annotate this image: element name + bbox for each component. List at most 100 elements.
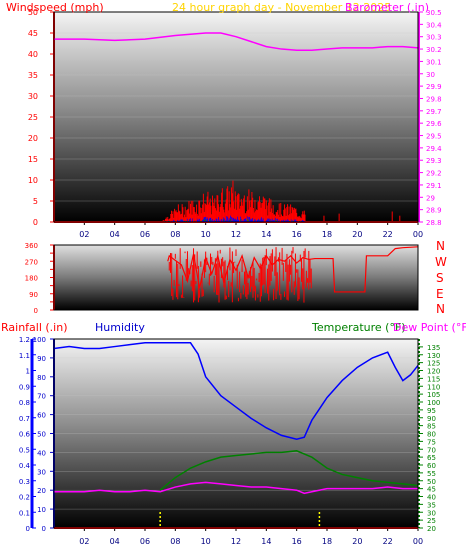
time-tick-label: 14 — [261, 230, 271, 239]
time-tick-label: 18 — [322, 537, 332, 546]
panel-top-frame — [53, 11, 419, 223]
barometer-tick-label: 28.9 — [426, 207, 442, 215]
time-tick-label: 14 — [261, 537, 271, 546]
humidity-axis-label: Humidity — [95, 321, 145, 334]
temperature-tick-label: 50 — [427, 478, 436, 486]
temperature-tick-label: 105 — [427, 391, 440, 399]
time-tick-label: 10 — [201, 537, 211, 546]
barometer-line — [54, 32, 419, 52]
time-tick-label: 18 — [322, 230, 332, 239]
temperature-tick-label: 35 — [427, 501, 436, 509]
rainfall-tick-label: 0.3 — [19, 478, 30, 486]
temperature-tick-label: 55 — [427, 470, 436, 478]
temperature-tick-label: 20 — [427, 525, 436, 533]
rainfall-tick-label: 0 — [26, 525, 30, 533]
dewpoint-line — [54, 481, 418, 495]
rainfall-tick-label: 1.1 — [19, 352, 30, 360]
panel-low-frame — [53, 338, 419, 529]
temperature-tick-label: 120 — [427, 368, 440, 376]
direction-tick-label: 270 — [25, 258, 38, 266]
rainfall-tick-label: 0.8 — [19, 399, 30, 407]
rainfall-tick-label: 0.1 — [19, 509, 30, 517]
humidity-tick-label: 100 — [33, 336, 46, 344]
direction-tick-label: 90 — [29, 291, 38, 299]
direction-tick-label: 180 — [25, 275, 38, 283]
humidity-tick-label: 90 — [37, 355, 46, 363]
time-tick-label: 08 — [170, 230, 180, 239]
wind-tick-label: 35 — [28, 71, 38, 80]
humidity-tick-label: 80 — [37, 374, 46, 382]
temperature-tick-label: 70 — [427, 446, 436, 454]
barometer-tick-label: 29.7 — [426, 108, 442, 116]
humidity-tick-label: 40 — [37, 449, 46, 457]
time-tick-label: 10 — [201, 230, 211, 239]
humidity-tick-label: 20 — [37, 487, 46, 495]
wind-tick-label: 0 — [33, 218, 38, 227]
compass-e: E — [436, 287, 444, 301]
time-tick-label: 22 — [383, 537, 393, 546]
time-tick-label: 16 — [292, 537, 302, 546]
rainfall-tick-label: 0.9 — [19, 383, 30, 391]
temperature-tick-label: 125 — [427, 360, 440, 368]
barometer-tick-label: 28.8 — [426, 219, 442, 227]
humidity-tick-label: 50 — [37, 431, 46, 439]
humidity-tick-label: 30 — [37, 468, 46, 476]
temperature-axis-label: Temperature (°F) — [312, 321, 406, 334]
wind-tick-label: 15 — [28, 155, 38, 164]
compass-s: S — [436, 271, 444, 285]
barometer-tick-label: 30.2 — [426, 46, 442, 54]
time-tick-label: 00 — [413, 537, 423, 546]
barometer-tick-label: 29.6 — [426, 120, 442, 128]
wind-tick-label: 20 — [28, 134, 38, 143]
time-tick-label: 04 — [110, 537, 120, 546]
rainfall-tick-label: 0.2 — [19, 494, 30, 502]
rainfall-tick-label: 0.5 — [19, 446, 30, 454]
wind-tick-label: 45 — [28, 29, 38, 38]
temperature-tick-label: 95 — [427, 407, 436, 415]
barometer-axis-label: Barometer (.in) — [345, 1, 429, 14]
barometer-tick-label: 29.3 — [426, 157, 442, 165]
time-tick-label: 02 — [79, 230, 89, 239]
temperature-tick-label: 30 — [427, 509, 436, 517]
time-tick-label: 20 — [352, 230, 362, 239]
rainfall-tick-label: 0.7 — [19, 415, 30, 423]
barometer-tick-label: 30.5 — [426, 9, 442, 17]
temperature-tick-label: 80 — [427, 431, 436, 439]
barometer-tick-label: 30.4 — [426, 21, 442, 29]
rainfall-axis-label: Rainfall (.in) — [1, 321, 68, 334]
barometer-tick-label: 29.9 — [426, 83, 442, 91]
barometer-tick-label: 29.5 — [426, 133, 442, 141]
time-tick-label: 12 — [231, 230, 241, 239]
windspeed-axis-label: Windspeed (mph) — [6, 1, 104, 14]
wind-tick-label: 30 — [28, 92, 38, 101]
time-tick-label: 06 — [140, 230, 150, 239]
barometer-tick-label: 30 — [426, 71, 435, 79]
dewpoint-axis-label: Dew Point (°F) — [393, 321, 466, 334]
barometer-tick-label: 29 — [426, 194, 435, 202]
chart-title: 24 hour graph day - November 12 2025 — [172, 1, 392, 14]
temperature-tick-label: 65 — [427, 454, 436, 462]
temperature-tick-label: 85 — [427, 423, 436, 431]
rainfall-tick-label: 1.2 — [19, 336, 30, 344]
barometer-tick-label: 29.1 — [426, 182, 442, 190]
barometer-tick-label: 29.4 — [426, 145, 442, 153]
rainfall-tick-label: 0.6 — [19, 431, 31, 439]
temperature-tick-label: 40 — [427, 494, 436, 502]
compass-w: W — [435, 255, 447, 269]
temperature-tick-label: 45 — [427, 486, 436, 494]
temperature-line — [159, 450, 419, 491]
temperature-tick-label: 75 — [427, 438, 436, 446]
compass-n-top: N — [436, 239, 445, 253]
wind-direction-trace — [167, 246, 419, 303]
humidity-tick-label: 60 — [37, 412, 46, 420]
temperature-tick-label: 25 — [427, 517, 436, 525]
time-tick-label: 06 — [140, 537, 150, 546]
wind-tick-label: 25 — [28, 113, 38, 122]
barometer-tick-label: 30.3 — [426, 34, 442, 42]
temperature-tick-label: 110 — [427, 383, 440, 391]
temperature-tick-label: 100 — [427, 399, 440, 407]
barometer-tick-label: 29.2 — [426, 170, 442, 178]
direction-tick-label: 0 — [34, 307, 38, 315]
